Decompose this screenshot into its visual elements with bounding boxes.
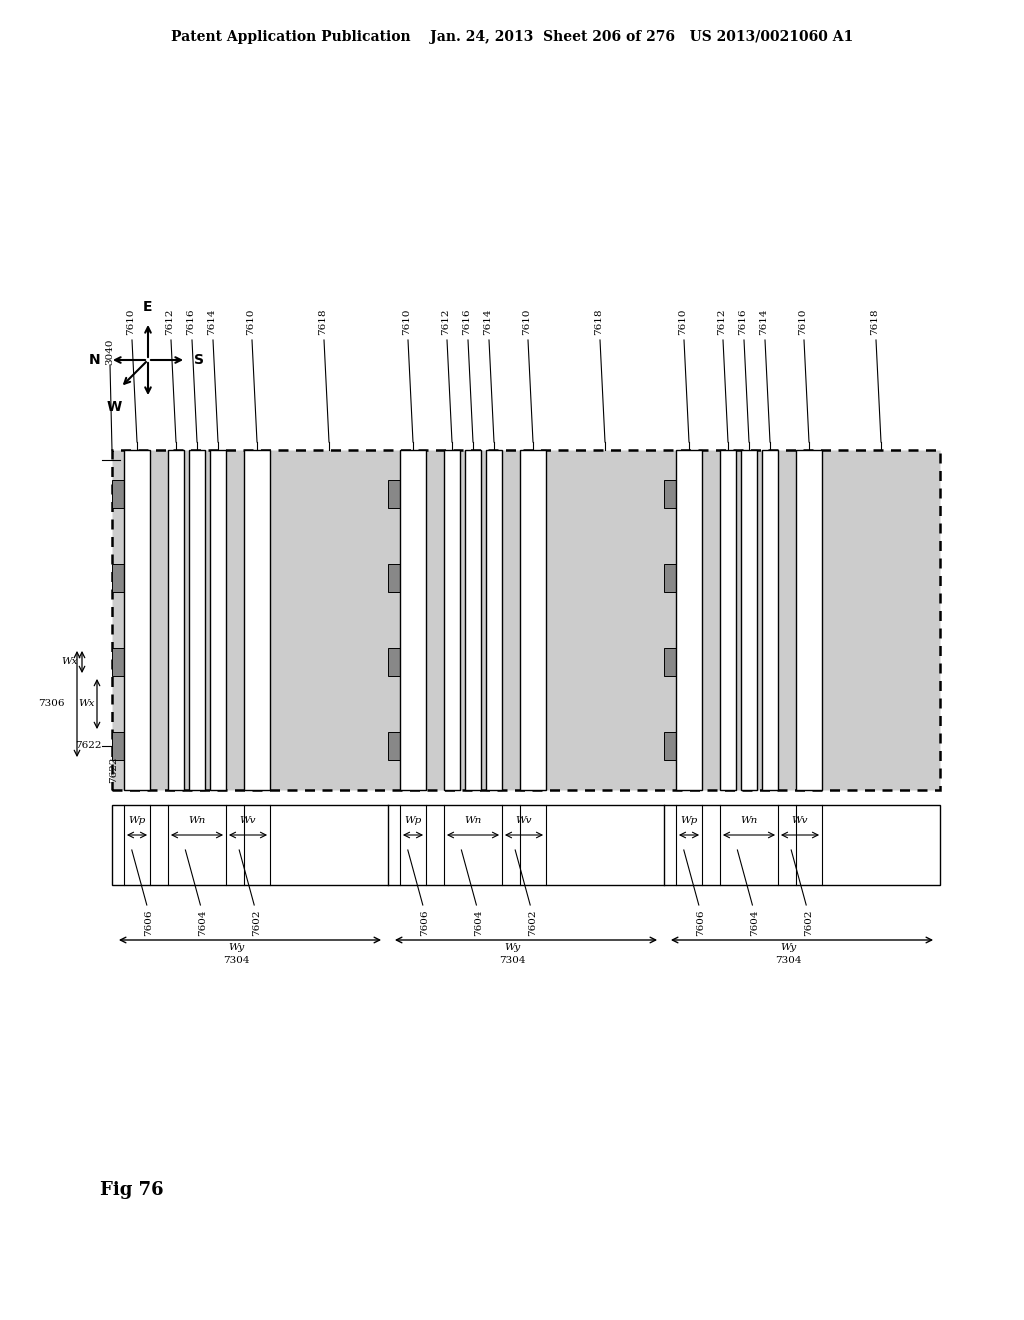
Text: 7306: 7306 — [39, 700, 65, 709]
Bar — [664, 564, 676, 591]
Text: Wy: Wy — [780, 942, 797, 952]
Bar — [664, 648, 676, 676]
Text: 7612: 7612 — [441, 309, 451, 335]
Bar — [520, 450, 546, 789]
Text: Wn: Wn — [464, 816, 481, 825]
Text: Wy: Wy — [504, 942, 520, 952]
Bar — [741, 450, 757, 789]
Bar — [720, 450, 736, 789]
Text: 7618: 7618 — [595, 309, 603, 335]
Text: 7304: 7304 — [223, 956, 250, 965]
Bar — [388, 564, 400, 591]
Text: 7614: 7614 — [208, 309, 216, 335]
Bar — [444, 450, 460, 789]
Bar — [400, 450, 426, 789]
Bar — [124, 450, 150, 789]
Text: W: W — [106, 400, 122, 414]
Bar — [486, 450, 502, 789]
Text: E: E — [143, 300, 153, 314]
Text: 7612: 7612 — [718, 309, 726, 335]
Bar — [388, 648, 400, 676]
Bar — [112, 733, 124, 760]
Bar — [168, 450, 184, 789]
Text: 7610: 7610 — [679, 309, 687, 335]
Text: Wy: Wy — [228, 942, 245, 952]
Text: 7610: 7610 — [247, 309, 256, 335]
Text: 3040: 3040 — [105, 338, 115, 366]
Text: Wv: Wv — [516, 816, 532, 825]
Text: Wp: Wp — [404, 816, 422, 825]
Text: 7604: 7604 — [750, 909, 759, 936]
Text: 7304: 7304 — [499, 956, 525, 965]
Bar — [465, 450, 481, 789]
Bar — [664, 480, 676, 508]
Text: Fig 76: Fig 76 — [100, 1181, 164, 1199]
Text: 7622: 7622 — [76, 742, 102, 751]
Text: N: N — [88, 352, 100, 367]
Text: 7614: 7614 — [483, 309, 493, 335]
Bar — [388, 480, 400, 508]
Text: 7606: 7606 — [420, 909, 429, 936]
Text: Wp: Wp — [680, 816, 697, 825]
Text: 7622: 7622 — [109, 756, 118, 783]
Text: 7606: 7606 — [696, 909, 706, 936]
Text: 7610: 7610 — [402, 309, 412, 335]
Bar — [112, 480, 124, 508]
Text: 7616: 7616 — [463, 309, 471, 335]
Text: Wv: Wv — [240, 816, 256, 825]
Bar — [244, 450, 270, 789]
Text: Wx: Wx — [61, 657, 78, 667]
Bar — [112, 805, 940, 884]
Bar — [676, 450, 702, 789]
Bar — [112, 564, 124, 591]
Text: 7610: 7610 — [799, 309, 808, 335]
Text: Patent Application Publication    Jan. 24, 2013  Sheet 206 of 276   US 2013/0021: Patent Application Publication Jan. 24, … — [171, 30, 853, 44]
Text: 7612: 7612 — [166, 309, 174, 335]
Text: 7602: 7602 — [804, 909, 813, 936]
Text: 7604: 7604 — [198, 909, 207, 936]
Text: 7602: 7602 — [527, 909, 537, 936]
Text: S: S — [194, 352, 204, 367]
Text: 7610: 7610 — [522, 309, 531, 335]
Text: Wv: Wv — [792, 816, 808, 825]
Text: 7616: 7616 — [186, 309, 196, 335]
Text: 7614: 7614 — [760, 309, 768, 335]
Text: 7304: 7304 — [775, 956, 802, 965]
Bar — [664, 733, 676, 760]
Text: 7618: 7618 — [870, 309, 880, 335]
Text: 7616: 7616 — [738, 309, 748, 335]
Text: 7604: 7604 — [474, 909, 483, 936]
Bar — [112, 450, 940, 789]
Text: Wx: Wx — [79, 700, 95, 709]
Text: Wn: Wn — [740, 816, 758, 825]
Text: 7602: 7602 — [252, 909, 261, 936]
Text: 7618: 7618 — [318, 309, 328, 335]
Bar — [762, 450, 778, 789]
Bar — [210, 450, 226, 789]
Text: 7610: 7610 — [127, 309, 135, 335]
Bar — [388, 733, 400, 760]
Text: Wn: Wn — [188, 816, 206, 825]
Bar — [796, 450, 822, 789]
Text: 7606: 7606 — [144, 909, 154, 936]
Bar — [189, 450, 205, 789]
Bar — [112, 648, 124, 676]
Text: Wp: Wp — [128, 816, 145, 825]
